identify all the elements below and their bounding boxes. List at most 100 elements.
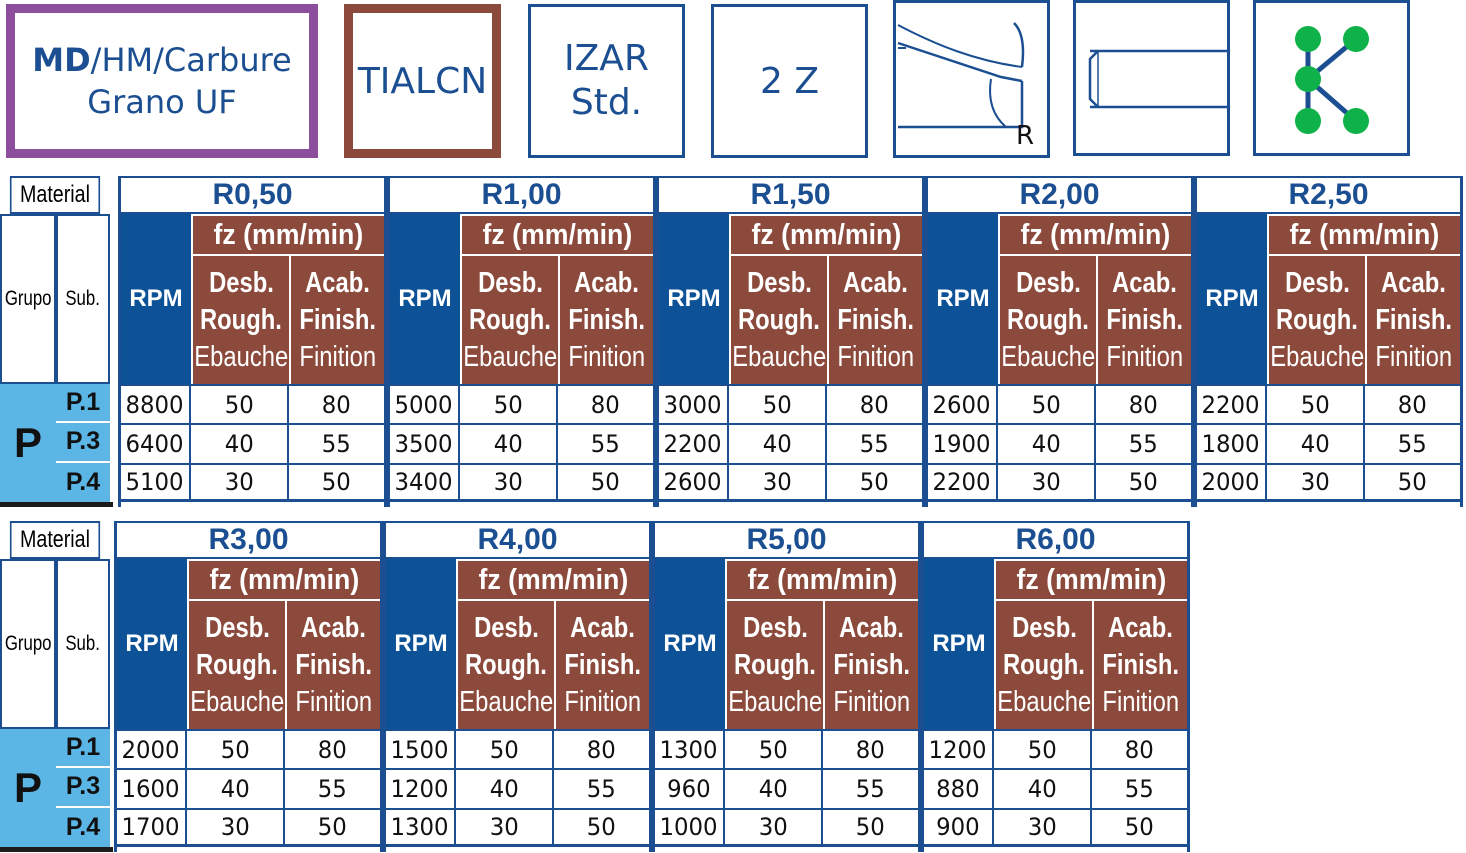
rpm-value: 1300 — [390, 812, 450, 841]
rpm-value: 900 — [936, 812, 980, 841]
table-row: 3400 30 50 — [390, 462, 653, 502]
finishing-heading: Acab. Finish. Finition — [287, 601, 380, 729]
roughing-value: 50 — [1027, 735, 1057, 764]
roughing-es: Desb. — [1284, 266, 1350, 299]
finishing-value: 80 — [859, 390, 890, 419]
material-group-p: P — [0, 729, 56, 847]
fz-label: fz (mm/min) — [478, 563, 629, 596]
finishing-value: 80 — [1124, 735, 1155, 764]
rpm-cell: 2600 — [659, 464, 729, 499]
finishing-es: Acab. — [301, 611, 366, 644]
finishing-value: 80 — [321, 390, 352, 419]
fz-heading: fz (mm/min) — [731, 216, 922, 254]
finishing-value: 50 — [859, 467, 890, 496]
roughing-cell: 50 — [187, 731, 285, 769]
material-strong: MD — [32, 41, 91, 79]
roughing-value: 50 — [1300, 390, 1330, 419]
roughing-cell: 40 — [725, 770, 823, 808]
grupo-label: Grupo — [4, 287, 52, 310]
finishing-heading: Acab. Finish. Finition — [556, 601, 649, 729]
roughing-heading: Desb. Rough. Ebauche — [996, 601, 1092, 729]
radius-group: R3,00 RPM fz (mm/min) Desb. Rough. Ebauche Aca… — [114, 521, 383, 852]
finishing-heading: Acab. Finish. Finition — [1367, 256, 1460, 384]
fz-label: fz (mm/min) — [747, 563, 898, 596]
subgroup-p1: P.1 — [56, 729, 110, 769]
roughing-value: 40 — [224, 429, 254, 458]
finishing-cell: 80 — [1092, 731, 1187, 768]
roughing-value: 50 — [224, 390, 254, 419]
sub-label: Sub. — [65, 287, 101, 310]
rpm-cell: 2000 — [1197, 464, 1267, 499]
table-row: 1000 30 50 — [655, 807, 918, 847]
roughing-value: 30 — [762, 467, 792, 496]
roughing-es: Desb. — [1015, 266, 1081, 299]
roughing-fr: Ebauche — [194, 340, 288, 373]
finishing-fr: Finition — [1375, 340, 1452, 373]
roughing-es: Desb. — [746, 266, 812, 299]
roughing-value: 40 — [1027, 774, 1057, 803]
roughing-cell: 30 — [994, 809, 1092, 844]
table-row: 2600 30 50 — [659, 462, 922, 502]
roughing-fr: Ebauche — [463, 340, 557, 373]
material-bottom-rule — [0, 847, 113, 852]
finishing-value: 55 — [590, 429, 621, 458]
table-row: 1800 40 55 — [1197, 423, 1460, 463]
roughing-en: Rough. — [738, 303, 820, 336]
table-row: 5100 30 50 — [121, 462, 384, 502]
rpm-heading: RPM — [390, 214, 460, 384]
sub-label: Sub. — [65, 632, 101, 655]
rpm-cell: 2200 — [1197, 386, 1267, 424]
roughing-value: 30 — [1031, 467, 1061, 496]
finishing-cell: 50 — [823, 810, 918, 844]
rpm-value: 2000 — [121, 735, 181, 764]
roughing-value: 40 — [758, 774, 788, 803]
roughing-value: 50 — [1031, 390, 1061, 419]
finishing-value: 80 — [586, 735, 617, 764]
rpm-cell: 1000 — [655, 809, 725, 844]
rpm-cell: 1200 — [386, 770, 456, 808]
radius-title: R2,50 — [1197, 176, 1460, 214]
roughing-value: 40 — [1031, 429, 1061, 458]
table-row: 3500 40 55 — [390, 423, 653, 463]
finishing-heading: Acab. Finish. Finition — [560, 256, 653, 384]
table-row: 900 30 50 — [924, 807, 1187, 847]
finishing-cell: 80 — [558, 386, 653, 423]
radius-group: R1,00 RPM fz (mm/min) Desb. Rough. Ebauche Aca… — [387, 176, 656, 507]
teeth-label: 2 Z — [759, 60, 819, 102]
finishing-heading: Acab. Finish. Finition — [1094, 601, 1187, 729]
rpm-cell: 5100 — [121, 464, 191, 499]
roughing-cell: 30 — [725, 809, 823, 844]
rpm-value: 6400 — [125, 429, 185, 458]
radius-title: R2,00 — [928, 176, 1191, 214]
roughing-cell: 40 — [729, 425, 827, 463]
fz-label: fz (mm/min) — [209, 563, 360, 596]
table-row: 2000 50 80 — [117, 729, 380, 769]
roughing-fr: Ebauche — [732, 340, 826, 373]
finishing-cell: 80 — [1096, 386, 1191, 423]
shank-box — [1073, 0, 1230, 156]
roughing-heading: Desb. Rough. Ebauche — [731, 256, 827, 384]
finishing-en: Finish. — [295, 648, 372, 681]
finishing-fr: Finition — [1102, 685, 1179, 718]
finishing-value: 55 — [859, 429, 890, 458]
finishing-value: 50 — [586, 812, 617, 841]
finishing-value: 55 — [1397, 429, 1428, 458]
roughing-cell: 30 — [187, 809, 285, 844]
roughing-value: 30 — [489, 812, 519, 841]
finishing-value: 50 — [590, 467, 621, 496]
rpm-heading: RPM — [928, 214, 998, 384]
value-rows: 8800 50 80 6400 40 55 5100 30 50 — [121, 384, 384, 502]
rpm-cell: 880 — [924, 770, 994, 808]
subgroup-p3: P.3 — [56, 423, 110, 463]
radius-group: R0,50 RPM fz (mm/min) Desb. Rough. Ebauche Aca… — [118, 176, 387, 507]
finishing-cell: 55 — [1096, 425, 1191, 462]
radius-title: R1,50 — [659, 176, 922, 214]
finishing-value: 50 — [1397, 467, 1428, 496]
subgroup-list: P.1 P.3 P.4 — [56, 729, 110, 847]
roughing-value: 40 — [762, 429, 792, 458]
roughing-en: Rough. — [1007, 303, 1089, 336]
roughing-cell: 50 — [994, 731, 1092, 769]
roughing-value: 40 — [220, 774, 250, 803]
value-rows: 1300 50 80 960 40 55 1000 30 50 — [655, 729, 918, 847]
rpm-cell: 2600 — [928, 386, 998, 424]
